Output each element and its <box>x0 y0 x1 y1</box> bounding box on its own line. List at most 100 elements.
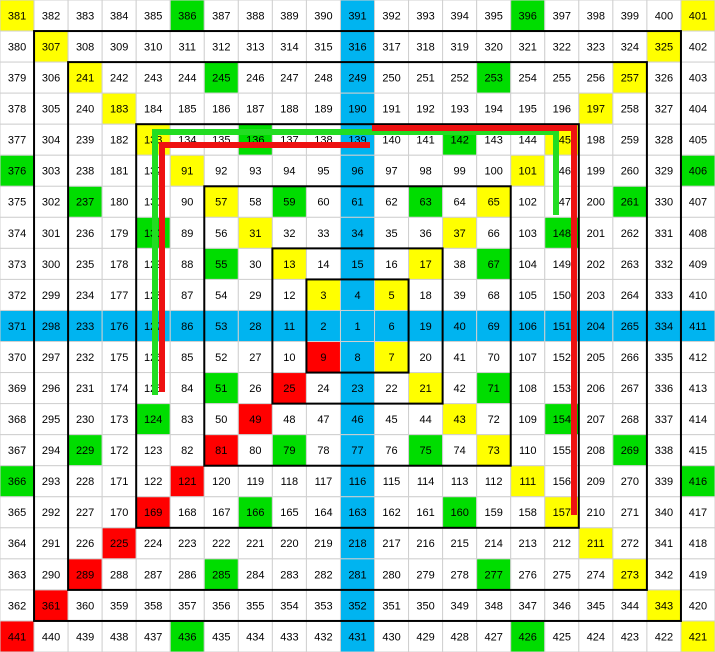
cell-number: 358 <box>144 600 162 612</box>
cell-number: 382 <box>42 10 60 22</box>
cell-number: 307 <box>42 41 60 53</box>
cell <box>510 30 546 63</box>
cell-number: 330 <box>655 197 673 209</box>
cell <box>612 216 648 249</box>
cell-number: 252 <box>450 73 468 85</box>
cell <box>510 92 546 125</box>
cell-number: 90 <box>181 197 193 209</box>
cell <box>612 309 648 343</box>
cell <box>544 0 580 32</box>
cell-number: 143 <box>485 135 503 147</box>
cell <box>237 278 273 311</box>
cell-number: 348 <box>485 600 503 612</box>
cell-number: 171 <box>110 476 128 488</box>
cell-number: 369 <box>8 383 26 395</box>
cell-number: 353 <box>314 600 332 612</box>
cell-number: 287 <box>144 569 162 581</box>
cell-number: 402 <box>689 41 707 53</box>
cell-number: 378 <box>8 104 26 116</box>
cell-number: 111 <box>519 476 536 488</box>
cell-number: 1 <box>354 321 360 333</box>
cell-number: 387 <box>212 10 230 22</box>
cell <box>442 558 478 591</box>
cell <box>408 92 444 125</box>
cell-number: 270 <box>621 476 639 488</box>
cell <box>339 341 376 374</box>
green-path <box>152 129 559 395</box>
cell <box>476 465 512 498</box>
cell-number: 432 <box>314 631 332 643</box>
cell <box>0 465 35 498</box>
cell-number: 223 <box>178 538 196 550</box>
cell-number: 60 <box>317 197 329 209</box>
cell <box>442 154 478 187</box>
cell-number: 383 <box>76 10 94 22</box>
cell-number: 6 <box>388 321 394 333</box>
cell <box>339 185 376 218</box>
cell <box>0 278 35 311</box>
cell-number: 29 <box>249 290 261 302</box>
cell <box>408 278 444 311</box>
cell-number: 33 <box>317 228 329 240</box>
cell <box>101 341 137 374</box>
cell-number: 354 <box>280 600 298 612</box>
cell-number: 341 <box>655 538 673 550</box>
cell-number: 178 <box>110 259 128 271</box>
cell-number: 182 <box>110 135 128 147</box>
cell-number: 58 <box>249 197 261 209</box>
cell-number: 321 <box>519 41 537 53</box>
cell-number: 324 <box>621 41 639 53</box>
cell <box>680 465 715 498</box>
cell <box>476 61 512 94</box>
cell <box>510 278 546 311</box>
cell-number: 119 <box>247 476 265 488</box>
cell-number: 159 <box>485 507 503 519</box>
cell-number: 333 <box>655 290 673 302</box>
cell <box>408 61 444 94</box>
cell <box>305 309 341 343</box>
cell-number: 414 <box>689 414 707 426</box>
cell-number: 36 <box>419 228 431 240</box>
cell-number: 334 <box>655 321 673 333</box>
cell-number: 97 <box>385 166 397 178</box>
cell-number: 317 <box>382 41 400 53</box>
cell-number: 408 <box>689 228 707 240</box>
ring-boxes <box>33 30 682 622</box>
cell <box>408 496 444 529</box>
cell-number: 77 <box>351 445 363 457</box>
cell <box>374 620 410 652</box>
cell <box>374 0 410 32</box>
cell-number: 313 <box>246 41 264 53</box>
ring-box <box>305 278 410 374</box>
cell-number: 266 <box>621 352 639 364</box>
cell <box>374 247 410 280</box>
cell-number: 221 <box>246 538 264 550</box>
cell-number: 152 <box>553 352 571 364</box>
cell-number: 99 <box>454 166 466 178</box>
ring-box <box>33 30 682 622</box>
cell-number: 370 <box>8 352 26 364</box>
cell <box>0 30 35 63</box>
cell-number: 300 <box>42 259 60 271</box>
cell-number: 54 <box>215 290 227 302</box>
cell-number: 295 <box>42 414 60 426</box>
cell-number: 291 <box>42 538 60 550</box>
cell-number: 173 <box>110 414 128 426</box>
cell-number: 362 <box>8 600 26 612</box>
cell-number: 323 <box>587 41 605 53</box>
cell <box>612 0 648 32</box>
cell-number: 423 <box>621 631 639 643</box>
cell-number: 434 <box>246 631 264 643</box>
cell-number: 73 <box>488 445 500 457</box>
cell-number: 190 <box>348 104 366 116</box>
cell-number: 55 <box>215 259 227 271</box>
cell-number: 95 <box>317 166 329 178</box>
cell <box>476 558 512 591</box>
cell-number: 210 <box>587 507 605 519</box>
cell <box>67 309 103 343</box>
cell-number: 435 <box>212 631 230 643</box>
cell-number: 303 <box>42 166 60 178</box>
cell-number: 420 <box>689 600 707 612</box>
cell-number: 399 <box>621 10 639 22</box>
